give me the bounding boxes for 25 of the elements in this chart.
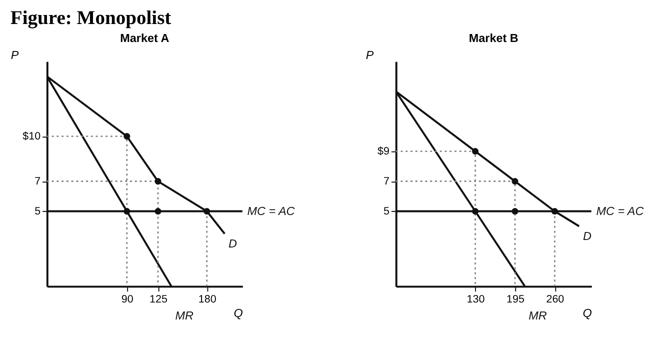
y-tick-label: $10 (22, 130, 41, 143)
y-tick-label: 5 (384, 206, 390, 218)
ref-line-label: MC = AC (247, 205, 296, 218)
series-label: D (583, 230, 592, 243)
y-tick-label: $9 (378, 146, 390, 158)
y-axis-title: P (10, 48, 19, 62)
x-tick-label: 125 (150, 293, 168, 306)
x-tick-label: 90 (121, 293, 134, 306)
x-tick-label: 195 (506, 293, 524, 306)
text: MR (175, 309, 194, 322)
y-tick-label: 7 (34, 176, 41, 188)
x-axis-title: Q (234, 306, 243, 320)
y-tick-label: 5 (34, 206, 41, 218)
chart-title: Market A (120, 32, 170, 45)
chart-title: Market B (468, 32, 518, 45)
text: Figure: Monopolist (10, 8, 172, 30)
x-axis-title: Q (582, 306, 592, 320)
x-tick-label: 180 (198, 293, 216, 306)
x-tick-label: 130 (466, 293, 485, 306)
y-axis-title: P (366, 48, 374, 62)
ref-line-label: MC = AC (596, 205, 644, 218)
text: MR (528, 309, 548, 322)
y-tick-label: 7 (384, 176, 390, 188)
x-tick-label: 260 (546, 293, 564, 306)
series-label: D (228, 237, 238, 250)
